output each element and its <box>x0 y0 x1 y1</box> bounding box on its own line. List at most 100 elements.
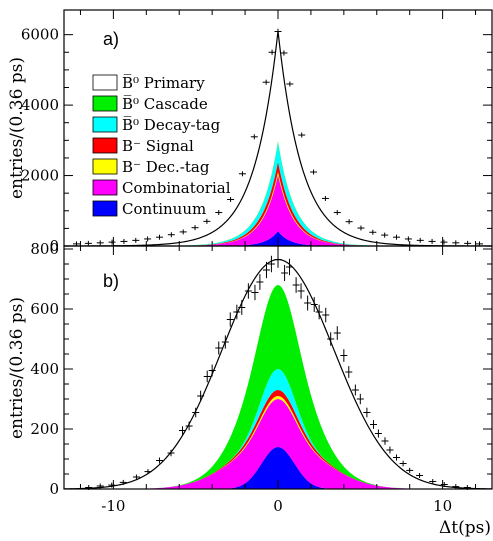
data-point <box>256 274 264 290</box>
data-point <box>298 132 306 138</box>
data-point <box>452 484 460 490</box>
data-point <box>304 295 312 311</box>
y-tick-label: 2000 <box>21 167 59 185</box>
data-point <box>315 304 323 320</box>
data-point <box>440 482 448 487</box>
legend-item: Continuum <box>92 200 206 218</box>
data-point <box>369 420 377 429</box>
data-point <box>399 460 407 467</box>
data-point <box>292 277 300 293</box>
data-point <box>227 197 235 203</box>
legend-label: B̅⁰ Cascade <box>122 94 208 113</box>
data-point <box>96 240 104 246</box>
data-point <box>363 407 371 418</box>
data-point <box>281 264 289 282</box>
data-point <box>333 326 341 340</box>
legend-label: B̅⁰ Decay-tag <box>122 115 221 134</box>
data-point <box>108 239 116 245</box>
data-point <box>203 218 211 224</box>
data-point <box>381 437 389 445</box>
data-point <box>251 284 259 301</box>
data-point <box>321 195 329 201</box>
legend-swatch <box>92 95 118 112</box>
data-point <box>167 449 175 457</box>
legend-swatch <box>92 74 118 91</box>
x-tick-label: 10 <box>433 497 452 515</box>
legend-label: Combinatorial <box>122 179 231 197</box>
data-point <box>393 454 401 461</box>
data-point <box>179 229 187 235</box>
x-axis-label: Δt(ps) <box>439 518 491 538</box>
data-point <box>167 232 175 238</box>
data-point <box>119 479 127 485</box>
data-point <box>464 240 472 246</box>
area-combinatorial <box>64 399 492 489</box>
data-point <box>406 467 414 473</box>
legend-swatch <box>92 200 118 217</box>
data-point <box>215 210 223 216</box>
legend-swatch <box>92 158 118 175</box>
panel-b-label: b) <box>103 271 119 291</box>
y-tick-label: 800 <box>30 240 59 258</box>
data-point <box>452 240 460 246</box>
data-point <box>333 210 341 216</box>
data-point <box>144 236 152 242</box>
data-point <box>191 225 199 231</box>
panel-a-label: a) <box>103 29 119 49</box>
data-point <box>185 421 193 431</box>
data-point <box>262 79 270 85</box>
y-tick-label: 400 <box>30 360 59 378</box>
legend-label: B̅⁰ Primary <box>122 73 205 92</box>
data-point <box>226 312 234 327</box>
y-tick-label: 0 <box>49 480 59 498</box>
data-point <box>416 237 424 243</box>
legend-item: B⁻ Signal <box>92 137 194 155</box>
data-point <box>429 479 437 484</box>
panel-a: 0 2000 4000 6000 a) entries/(0.36 ps) B̅⁰ P… <box>7 9 493 255</box>
data-point <box>215 341 223 355</box>
area-continuum <box>64 447 492 489</box>
data-point <box>327 332 335 346</box>
x-tick-label: -10 <box>101 497 125 515</box>
data-point <box>286 81 294 87</box>
y-tick-label: 0 <box>49 237 59 255</box>
data-point <box>310 169 318 175</box>
data-point <box>96 483 104 489</box>
legend: B̅⁰ Primary B̅⁰ Cascade B̅⁰ Decay-tag B⁻ Si… <box>92 73 231 218</box>
legend-label: Continuum <box>122 200 206 218</box>
data-point <box>132 474 140 480</box>
data-point <box>381 232 389 238</box>
x-tick-label: 0 <box>273 497 283 515</box>
panel-a-ylabel: entries/(0.36 ps) <box>7 57 27 199</box>
panel-b: 0 200 400 600 800 -10 0 10 b) entries/(0.36 ps)… <box>7 240 493 538</box>
data-point <box>428 238 436 244</box>
data-point <box>393 234 401 240</box>
data-point <box>108 482 116 488</box>
data-point <box>238 171 246 177</box>
legend-item: B̅⁰ Decay-tag <box>92 115 221 134</box>
data-point <box>356 393 364 405</box>
legend-item: B⁻ Dec.-tag <box>92 158 210 176</box>
data-point <box>250 134 258 140</box>
y-tick-label: 6000 <box>21 26 59 44</box>
data-point <box>267 255 275 273</box>
data-point <box>179 426 187 435</box>
data-point <box>197 390 205 402</box>
legend-swatch <box>92 179 118 196</box>
data-point <box>280 50 288 56</box>
legend-swatch <box>92 116 118 133</box>
data-point <box>274 28 282 35</box>
data-point <box>286 258 294 276</box>
data-point <box>268 49 276 55</box>
y-tick-label: 4000 <box>21 96 59 114</box>
data-point <box>238 300 246 315</box>
data-point <box>144 469 152 475</box>
data-point <box>310 297 318 312</box>
data-point <box>386 446 394 454</box>
legend-item: B̅⁰ Cascade <box>92 94 208 113</box>
y-tick-label: 600 <box>30 300 59 318</box>
panel-b-ylabel: entries/(0.36 ps) <box>7 297 27 439</box>
data-point <box>233 304 241 320</box>
data-point <box>244 283 252 299</box>
